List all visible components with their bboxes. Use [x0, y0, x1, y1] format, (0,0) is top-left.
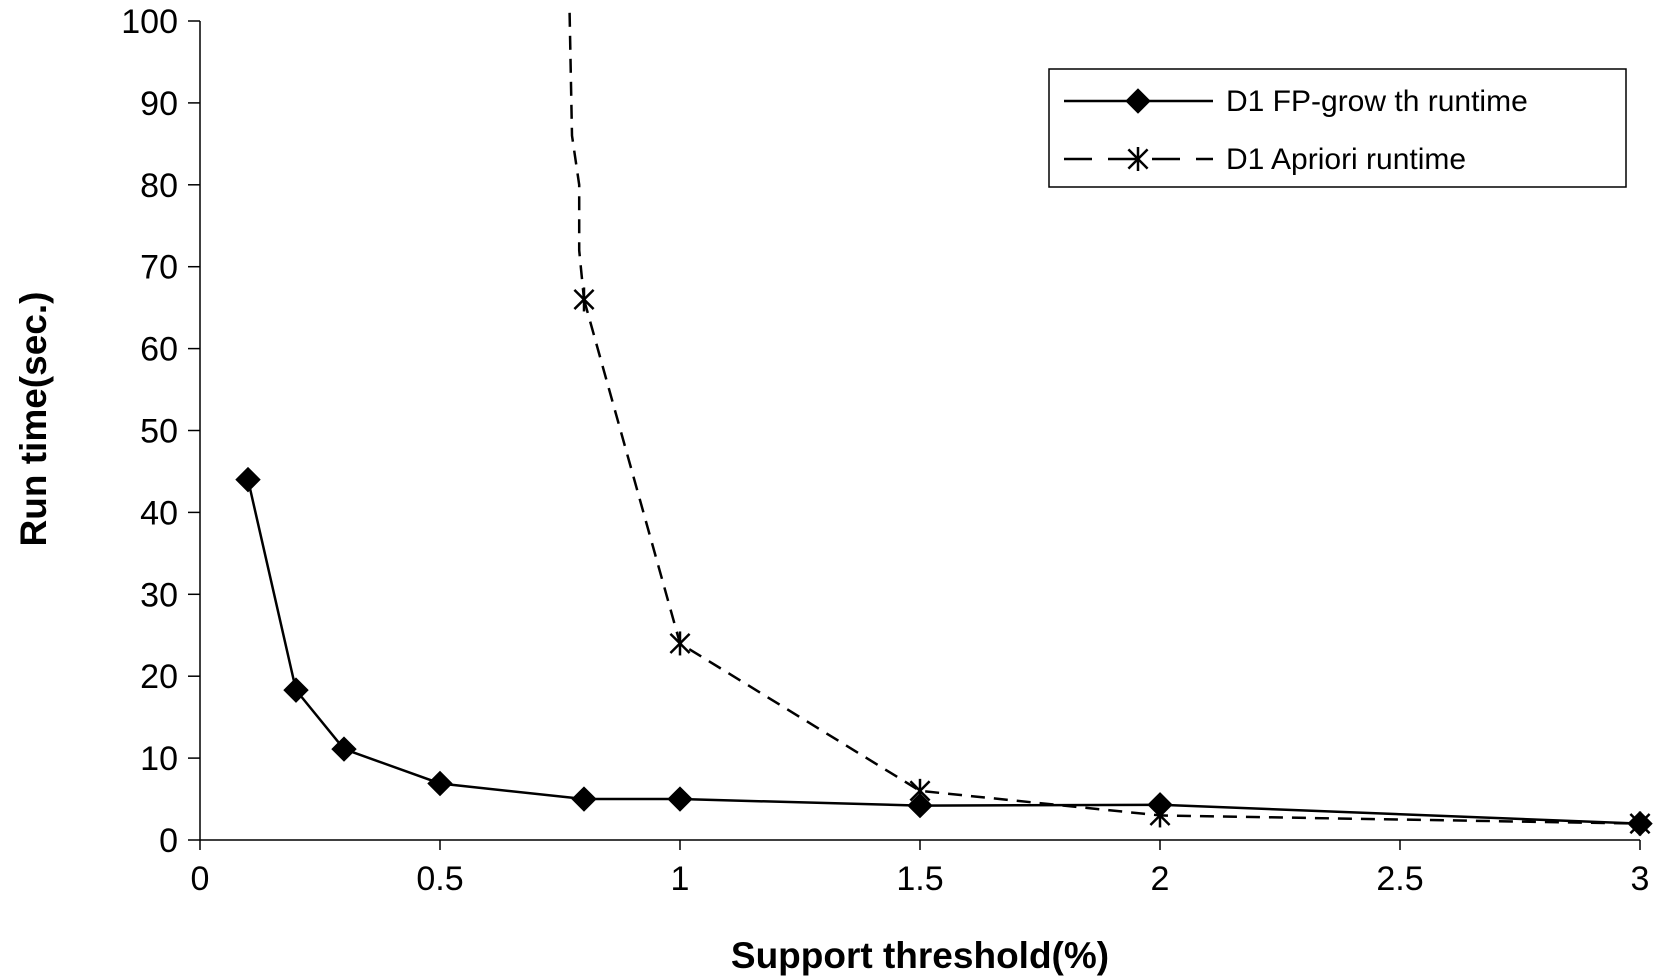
y-tick-label: 10: [140, 740, 178, 778]
data-point-diamond: [331, 736, 357, 762]
x-tick-label: 1: [671, 860, 690, 898]
legend-marker-asterisk: [1127, 147, 1149, 171]
series-layer: [235, 12, 1653, 837]
data-point-asterisk: [909, 778, 931, 803]
y-tick-label: 50: [140, 413, 178, 451]
series-0: [235, 466, 1653, 837]
series-1: [568, 12, 1651, 836]
legend-label-fp-growth: D1 FP-grow th runtime: [1226, 85, 1528, 118]
y-axis-title: Run time(sec.): [13, 292, 54, 547]
data-point-diamond: [667, 786, 693, 812]
data-point-diamond: [283, 677, 309, 703]
y-tick-label: 60: [140, 331, 178, 369]
x-tick-label: 2: [1151, 860, 1170, 898]
y-tick-label: 70: [140, 249, 178, 287]
data-point-asterisk: [1149, 803, 1171, 828]
legend: D1 FP-grow th runtime D1 Apriori runtime: [1048, 68, 1627, 188]
y-tick-label: 40: [140, 494, 178, 532]
y-tick-label: 90: [140, 85, 178, 123]
legend-item-apriori: [1064, 147, 1213, 171]
legend-marker-diamond: [1125, 88, 1151, 114]
legend-label-apriori: D1 Apriori runtime: [1226, 143, 1466, 176]
data-point-diamond: [427, 770, 453, 797]
x-tick-label: 1.5: [896, 860, 943, 898]
series-line: [582, 299, 1641, 825]
data-point-diamond: [907, 792, 933, 819]
y-tick-label: 30: [140, 576, 178, 614]
x-tick-label: 3: [1631, 860, 1650, 898]
data-point-diamond: [235, 466, 261, 493]
data-point-asterisk: [573, 287, 595, 312]
legend-item-fp-growth: [1064, 88, 1213, 114]
data-point-diamond: [571, 786, 597, 812]
data-point-asterisk: [669, 631, 691, 656]
x-tick-label: 2.5: [1376, 860, 1423, 898]
y-tick-label: 80: [140, 167, 178, 205]
data-point-asterisk: [1629, 811, 1651, 836]
axes: 0 10 20 30 40 50 60 70 80 90 100 0 0.5 1 1.5 2 2.5 3: [121, 3, 1649, 898]
series-line: [246, 479, 1641, 825]
y-tick-label: 20: [140, 658, 178, 696]
y-tick-label: 0: [159, 822, 178, 860]
x-axis-title: Support threshold(%): [731, 935, 1109, 976]
y-tick-label: 100: [121, 3, 178, 41]
x-tick-label: 0: [191, 860, 210, 898]
x-tick-label: 0.5: [416, 860, 463, 898]
series-offscale-line: [568, 12, 586, 300]
